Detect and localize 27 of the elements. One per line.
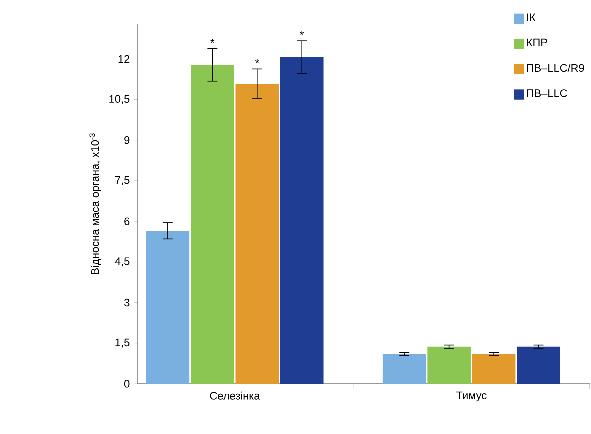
bar <box>517 346 560 384</box>
y-axis-title: Відносна маса органа, х10$^{-3}$ <box>90 134 102 274</box>
annotation: * <box>210 39 215 44</box>
x-tick-label: Тимус <box>456 392 487 402</box>
y-tick-label: 9 <box>124 136 130 144</box>
y-tick-label: 6 <box>124 218 130 226</box>
legend-label: ПВ–LLC/R9 <box>527 64 584 72</box>
x-tick-label: Селезінка <box>210 392 260 400</box>
y-tick-label: 1,5 <box>116 338 130 348</box>
bar <box>428 346 471 384</box>
annotation: * <box>300 31 304 36</box>
legend-label: ПВ–LLC <box>527 90 568 98</box>
bar <box>236 84 280 384</box>
y-tick-label: 4,5 <box>115 258 130 267</box>
y-tick-label: 12 <box>118 55 130 64</box>
bar <box>472 354 516 384</box>
annotation: * <box>255 59 260 64</box>
legend-label: ІК <box>527 14 536 22</box>
y-tick-label: 10,5 <box>110 95 130 104</box>
bar <box>280 57 324 384</box>
y-tick-label: 0 <box>124 380 130 388</box>
bar <box>382 354 426 384</box>
y-tick-label: 3 <box>124 298 130 307</box>
bar <box>146 231 190 384</box>
legend-label: КПР <box>527 38 548 46</box>
bar <box>191 65 234 384</box>
y-tick-label: 7,5 <box>115 176 130 186</box>
